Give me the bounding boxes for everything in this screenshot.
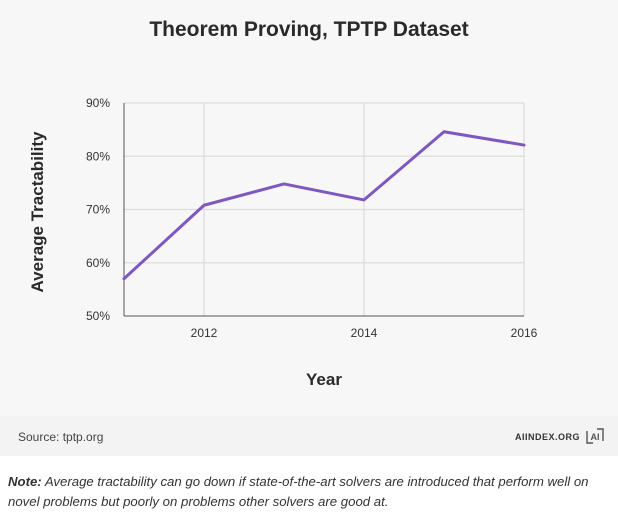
line-chart: 90% 80% 70% 60% 50% 2012 2014 2016 Year Average… (28, 96, 538, 389)
y-tick-label: 90% (86, 96, 110, 110)
chart-panel (0, 0, 618, 416)
brand-link[interactable]: AIINDEX.ORG (515, 432, 581, 442)
x-tick-label: 2012 (191, 326, 218, 340)
footnote: Note: Average tractability can go down i… (8, 472, 610, 512)
svg-text:AI: AI (591, 432, 600, 442)
series-line (122, 130, 526, 281)
axes (123, 103, 524, 317)
x-tick-label: 2014 (351, 326, 378, 340)
y-tick-label: 70% (86, 203, 110, 217)
chart-title: Theorem Proving, TPTP Dataset (149, 18, 469, 41)
tick-labels: 90% 80% 70% 60% 50% 2012 2014 2016 (86, 96, 538, 340)
series (122, 130, 526, 281)
y-tick-label: 50% (86, 309, 110, 323)
footer-bar (0, 416, 618, 456)
source-text: Source: tptp.org (18, 430, 104, 444)
ai-index-logo-icon: AI (586, 428, 604, 444)
note-text: Average tractability can go down if stat… (8, 474, 589, 509)
y-axis-label: Average Tractability (28, 131, 47, 292)
grid (124, 102, 525, 316)
y-tick-label: 60% (86, 256, 110, 270)
note-label: Note: (8, 474, 42, 489)
x-tick-label: 2016 (511, 326, 538, 340)
y-tick-label: 80% (86, 149, 110, 163)
x-axis-label: Year (306, 370, 342, 389)
